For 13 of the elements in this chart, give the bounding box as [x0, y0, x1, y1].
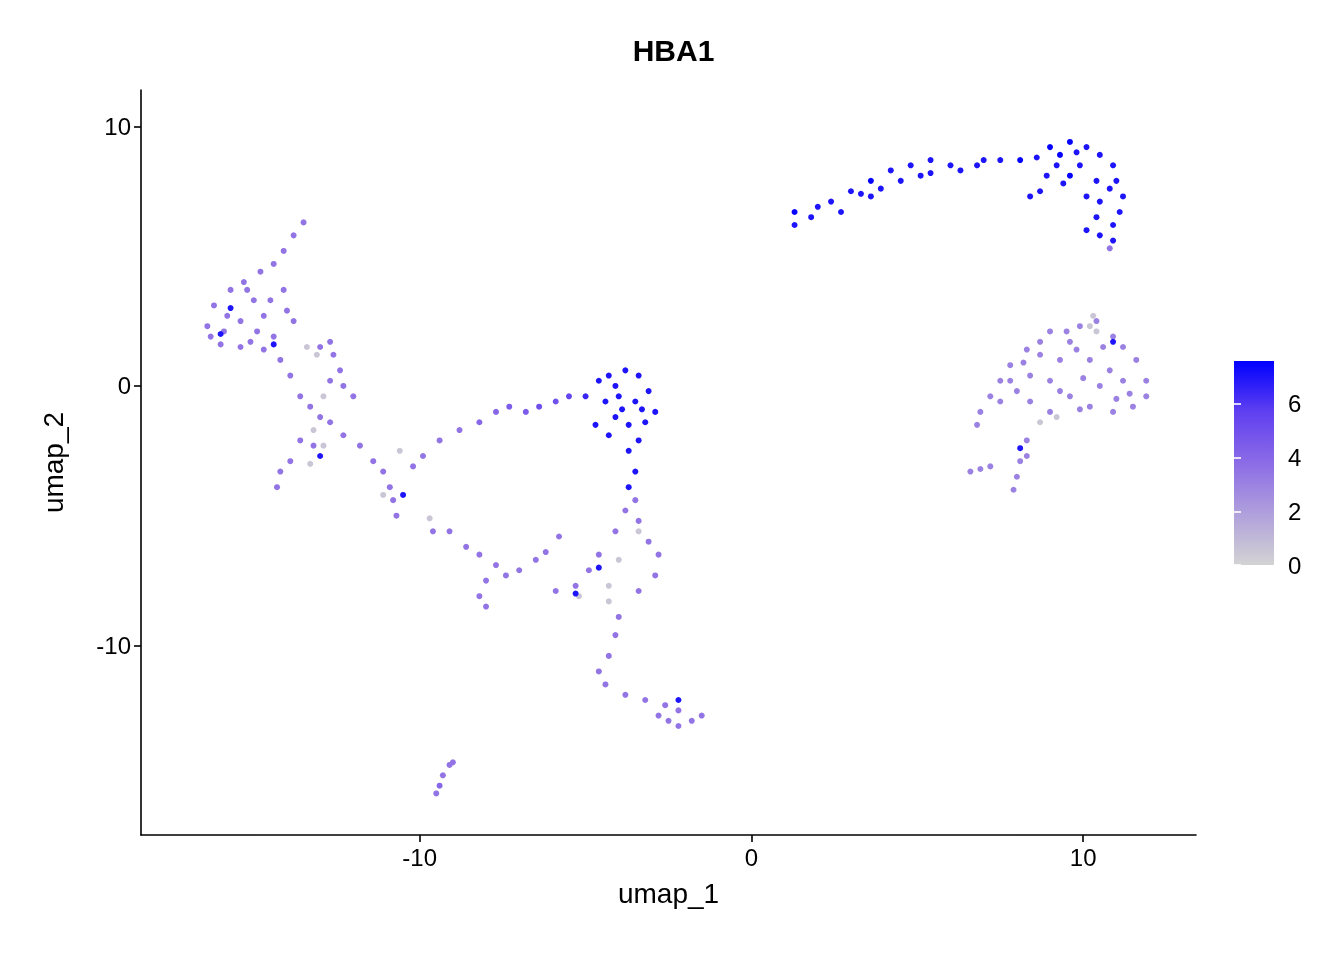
x-tick-label: 0	[744, 843, 759, 871]
color-bar-label: 0	[1288, 551, 1302, 579]
x-tick-label: 10	[1069, 843, 1097, 871]
y-tick-label: 0	[117, 372, 131, 400]
color-bar-label: 6	[1288, 390, 1302, 418]
x-axis-title: umap_1	[617, 877, 720, 909]
y-tick-label: -10	[96, 632, 131, 660]
color-bar-label: 4	[1288, 444, 1302, 472]
y-tick-label: 10	[104, 112, 131, 140]
x-tick-label: -10	[402, 843, 438, 871]
y-axis-title: umap_2	[37, 411, 69, 514]
chart-title: HBA1	[632, 33, 715, 67]
color-bar-label: 2	[1288, 497, 1302, 525]
